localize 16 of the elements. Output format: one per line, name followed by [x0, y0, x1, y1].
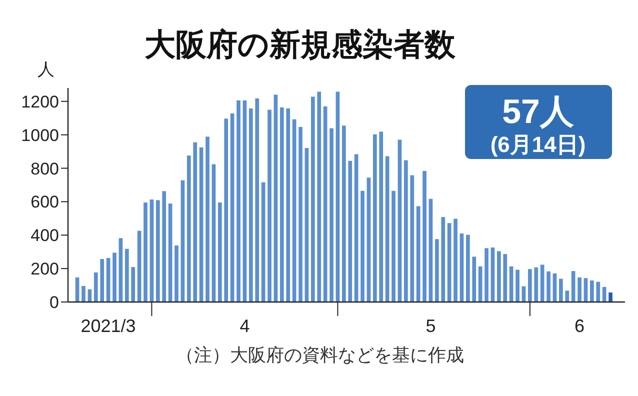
x-tick-label: 2021/3	[80, 316, 136, 336]
chart-title: 大阪府の新規感染者数	[144, 27, 456, 62]
y-tick-label: 600	[30, 192, 59, 212]
x-tick-label: 6	[574, 316, 585, 336]
y-tick-label: 1000	[21, 126, 59, 145]
y-tick-label: 0	[50, 293, 59, 312]
x-tick-label: 4	[240, 316, 250, 336]
y-tick-label: 1200	[21, 92, 59, 112]
y-tick-label: 200	[30, 260, 59, 279]
y-axis-title: 人	[38, 60, 54, 79]
annotation: 57人	[502, 93, 575, 131]
text: （注）大阪府の資料などを基に作成	[176, 345, 464, 365]
y-tick-label: 800	[30, 159, 59, 178]
y-tick-label: 400	[30, 226, 59, 246]
annotation: (6月14日)	[490, 132, 586, 157]
x-tick-label: 5	[426, 316, 436, 336]
